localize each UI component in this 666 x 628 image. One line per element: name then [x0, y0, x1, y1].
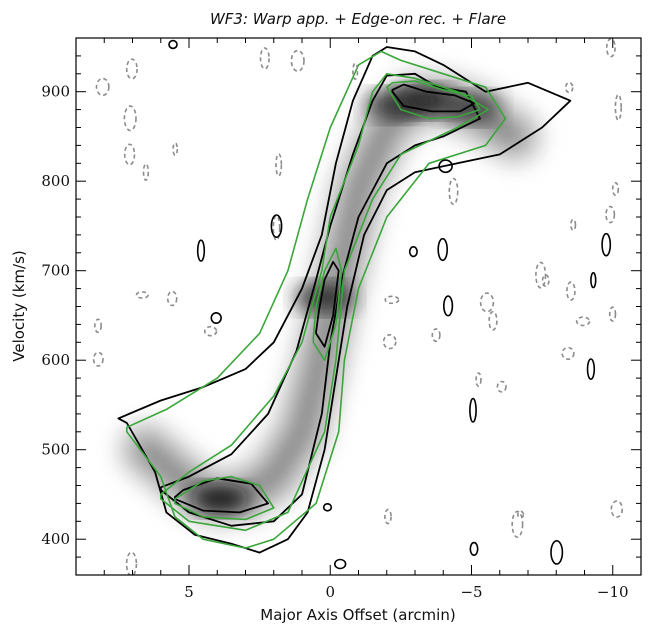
- model-contour: [160, 73, 490, 532]
- negative-noise-contour: [605, 205, 616, 224]
- y-tick-label: 600: [41, 351, 70, 369]
- y-tick-label: 900: [41, 83, 70, 101]
- negative-noise-contour: [95, 77, 110, 97]
- negative-noise-contour: [566, 281, 576, 301]
- y-tick-label: 700: [41, 262, 70, 280]
- negative-noise-contour: [259, 47, 270, 70]
- x-tick-label: 5: [184, 583, 194, 601]
- positive-noise-contour: [322, 502, 333, 512]
- negative-noise-contour: [123, 143, 136, 166]
- y-axis-ticks: 400 500 600 700 800 900: [41, 37, 641, 558]
- y-axis-label: Velocity (km/s): [10, 250, 28, 361]
- negative-noise-contour: [94, 318, 103, 334]
- model-contour: [174, 475, 275, 521]
- negative-noise-contour: [541, 274, 550, 287]
- negative-noise-contour: [605, 38, 616, 58]
- positive-noise-contour: [443, 295, 454, 317]
- negative-noise-contour: [475, 372, 482, 387]
- positive-noise-contour: [586, 358, 596, 381]
- negative-noise-contour: [496, 380, 507, 393]
- negative-noise-contour: [142, 163, 150, 182]
- negative-noise-contour: [511, 510, 524, 538]
- model-contour: [312, 247, 343, 361]
- model-contour: [126, 50, 507, 549]
- negative-noise-contour: [561, 346, 575, 361]
- data-contour: [315, 260, 340, 348]
- data-contour: [391, 83, 476, 113]
- negative-noise-contour: [135, 291, 149, 299]
- negative-noise-contour: [166, 290, 178, 307]
- negative-noise-contour: [352, 62, 359, 81]
- negative-noise-contour: [275, 153, 283, 177]
- x-tick-label: 0: [325, 583, 335, 601]
- negative-noise-contour: [384, 508, 392, 525]
- negative-noise-contour: [448, 177, 459, 206]
- negative-noise-contour: [608, 306, 617, 322]
- positive-noise-contour: [408, 246, 418, 258]
- emission-peak: [190, 483, 251, 514]
- positive-noise-contour: [210, 311, 222, 324]
- positive-noise-contour: [601, 232, 612, 257]
- positive-noise-contour: [438, 159, 453, 174]
- y-tick-label: 800: [41, 172, 70, 190]
- negative-noise-contour: [272, 214, 281, 241]
- negative-noise-contour: [535, 261, 547, 289]
- x-axis-ticks: 5 0 −5 −10: [75, 38, 642, 601]
- negative-noise-contour: [384, 295, 400, 305]
- data-contour: [174, 477, 269, 514]
- model-contours: [126, 50, 507, 549]
- positive-noise-contour: [469, 541, 479, 557]
- negative-noise-contour: [203, 325, 218, 337]
- emission-peak: [441, 92, 502, 123]
- positive-noise-contour: [270, 214, 283, 239]
- negative-noise-contour: [290, 49, 305, 72]
- negative-noise-contour: [382, 334, 397, 350]
- negative-noise-contour: [575, 316, 591, 327]
- positive-noise-contour: [590, 272, 597, 289]
- negative-noise-contour: [611, 182, 620, 197]
- x-tick-label: −5: [460, 583, 482, 601]
- negative-noise-contour: [479, 292, 495, 313]
- y-tick-label: 500: [41, 441, 70, 459]
- negative-noise-contour: [614, 94, 622, 121]
- negative-noise-contour: [125, 551, 138, 575]
- x-tick-label: −10: [597, 583, 629, 601]
- positive-noise-contour: [196, 239, 206, 262]
- noise-contours: [92, 38, 624, 575]
- negative-noise-contour: [125, 58, 138, 80]
- positive-noise-contour: [334, 558, 347, 570]
- intensity-map: [116, 70, 544, 529]
- model-contour: [386, 80, 481, 120]
- chart-title: WF3: Warp app. + Edge-on rec. + Flare: [210, 10, 506, 28]
- negative-noise-contour: [123, 105, 137, 132]
- positive-noise-contour: [437, 237, 449, 262]
- negative-noise-contour: [516, 510, 525, 519]
- positive-noise-contour: [550, 540, 564, 565]
- positive-noise-contour: [168, 39, 178, 50]
- x-axis-label: Major Axis Offset (arcmin): [260, 606, 455, 624]
- negative-noise-contour: [431, 328, 441, 343]
- negative-noise-contour: [610, 500, 624, 518]
- data-contour: [117, 46, 572, 554]
- negative-noise-contour: [92, 351, 104, 367]
- negative-noise-contour: [488, 310, 498, 331]
- positive-noise-contour: [469, 397, 477, 423]
- y-tick-label: 400: [41, 530, 70, 548]
- emission-peak: [294, 282, 355, 313]
- negative-noise-contour: [172, 142, 179, 156]
- negative-noise-contour: [564, 81, 574, 94]
- negative-noise-contour: [570, 218, 577, 232]
